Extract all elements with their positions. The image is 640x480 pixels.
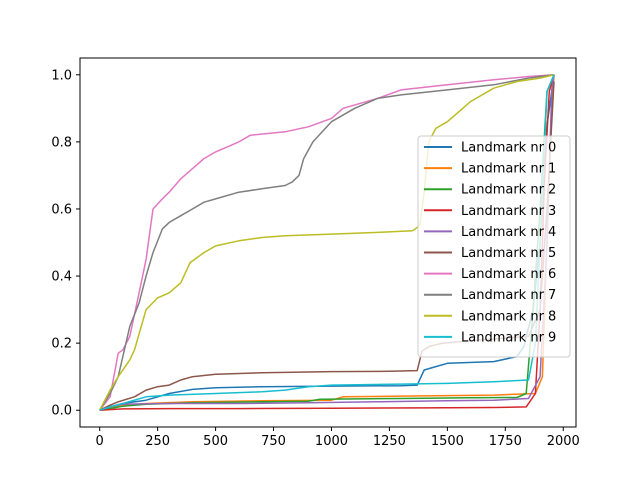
- x-axis: 0 250 500 750 1000 1250 1500 1750 2000: [96, 427, 580, 449]
- plot-frame: [79, 57, 577, 428]
- y-tick-label: 0.6: [51, 202, 72, 217]
- legend-label-0: Landmark nr 0: [461, 141, 556, 156]
- x-tick-label: 1000: [315, 434, 348, 449]
- legend-label-5: Landmark nr 5: [461, 246, 556, 261]
- x-tick-label: 250: [145, 434, 170, 449]
- x-tick-label: 1250: [373, 434, 406, 449]
- legend-box: [417, 135, 571, 358]
- legend-label-6: Landmark nr 6: [461, 267, 556, 282]
- y-tick-label: 0.8: [51, 135, 72, 150]
- y-tick-label: 0.0: [51, 404, 72, 419]
- legend-label-1: Landmark nr 1: [461, 162, 556, 177]
- series-line-8: [99, 74, 555, 411]
- legend-label-8: Landmark nr 8: [461, 309, 556, 324]
- x-tick-label: 2000: [547, 434, 580, 449]
- y-tick-label: 0.2: [51, 337, 72, 352]
- series-line-6: [99, 74, 555, 411]
- legend: Landmark nr 0 Landmark nr 1 Landmark nr 2 L…: [417, 135, 571, 358]
- y-tick-label: 1.0: [51, 68, 72, 83]
- legend-label-3: Landmark nr 3: [461, 204, 556, 219]
- y-axis: 0.0 0.2 0.4 0.6 0.8 1.0: [51, 68, 80, 419]
- x-tick-label: 500: [203, 434, 228, 449]
- legend-label-2: Landmark nr 2: [461, 183, 556, 198]
- x-tick-label: 1500: [431, 434, 464, 449]
- legend-label-4: Landmark nr 4: [461, 225, 556, 240]
- y-tick-label: 0.4: [51, 270, 72, 285]
- legend-label-9: Landmark nr 9: [461, 330, 556, 345]
- series-line-7: [99, 74, 555, 411]
- x-tick-label: 750: [261, 434, 286, 449]
- x-tick-label: 1750: [489, 434, 522, 449]
- legend-label-7: Landmark nr 7: [461, 288, 556, 303]
- x-tick-label: 0: [96, 434, 104, 449]
